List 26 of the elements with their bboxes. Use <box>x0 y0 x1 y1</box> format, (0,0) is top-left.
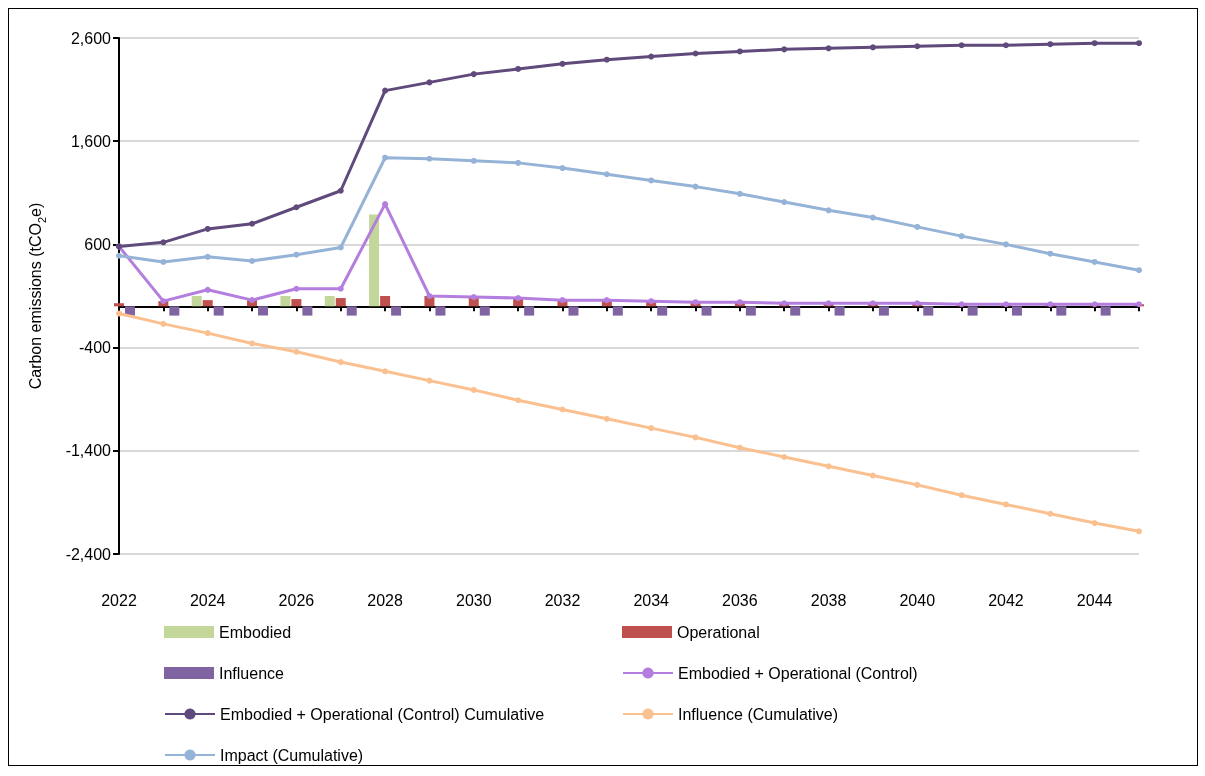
x-tick-label: 2028 <box>367 591 403 609</box>
x-tick-label: 2022 <box>101 591 137 609</box>
y-tick-label: 2,600 <box>70 29 112 47</box>
x-tick-label: 2026 <box>278 591 315 609</box>
legend-label: Operational <box>677 623 760 641</box>
x-tick-label: 2024 <box>189 591 226 609</box>
x-tick-label: 2040 <box>899 591 936 609</box>
legend-label: Impact (Cumulative) <box>220 746 364 764</box>
y-axis-title: Carbon emissions (tCO2e) <box>26 202 48 390</box>
y-tick-label: 1,600 <box>70 132 112 150</box>
x-tick-label: 2034 <box>633 591 670 609</box>
x-tick-label: 2030 <box>455 591 492 609</box>
legend-label: Influence <box>219 664 285 682</box>
legend-label: Embodied + Operational (Control) <box>678 664 918 682</box>
x-tick-label: 2038 <box>810 591 847 609</box>
y-tick-label: -2,400 <box>65 545 112 563</box>
x-tick-label: 2044 <box>1076 591 1113 609</box>
legend-label: Embodied + Operational (Control) Cumulative <box>220 705 545 723</box>
x-tick-label: 2032 <box>544 591 581 609</box>
x-tick-label: 2042 <box>988 591 1024 609</box>
x-tick-label: 2036 <box>722 591 758 609</box>
y-tick-label: 600 <box>84 235 112 253</box>
legend-label: Embodied <box>219 623 292 641</box>
y-tick-label: -400 <box>78 339 112 357</box>
y-tick-label: -1,400 <box>65 442 112 460</box>
legend-label: Influence (Cumulative) <box>678 705 839 723</box>
